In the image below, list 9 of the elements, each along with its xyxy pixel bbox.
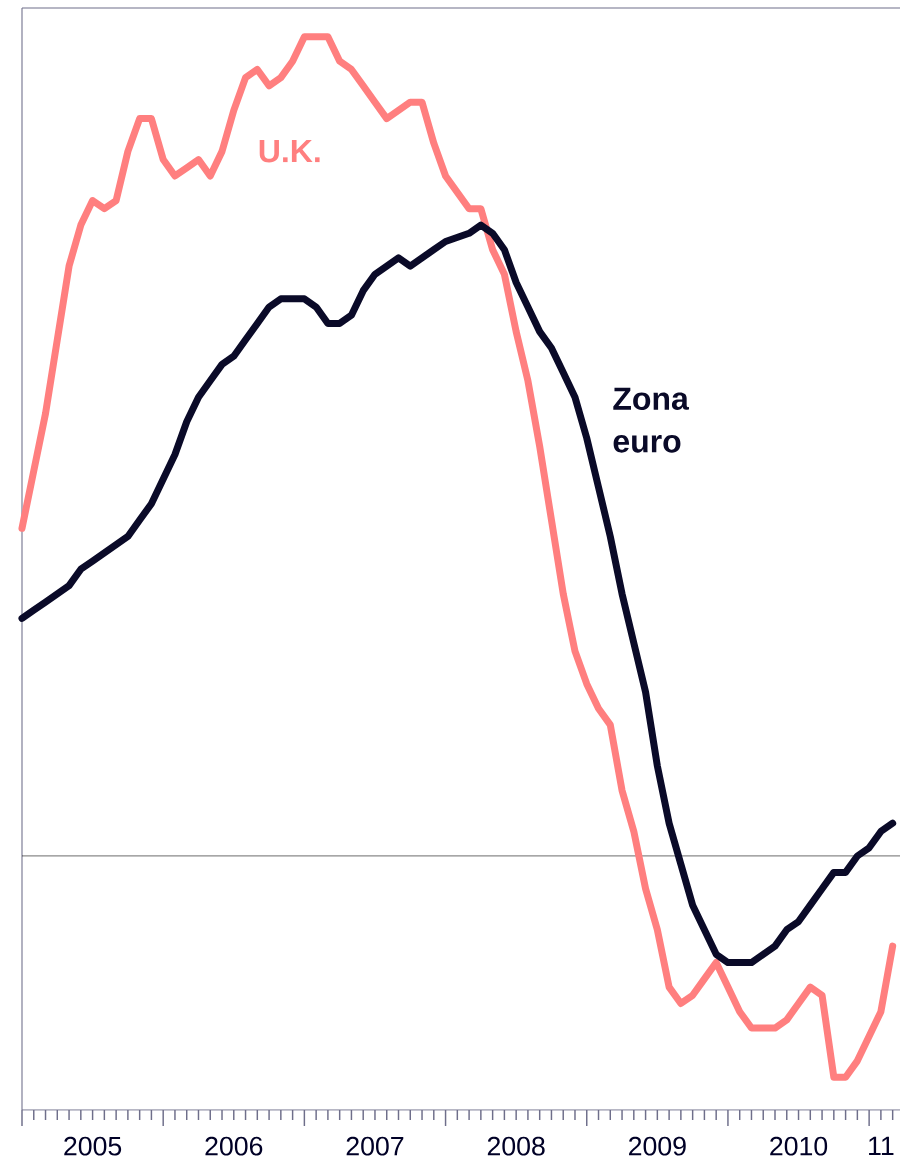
x-tick-label: 2005 <box>64 1136 122 1156</box>
x-tick-label: 2007 <box>346 1136 404 1156</box>
x-tick-label: 2009 <box>629 1136 686 1156</box>
series-label: U.K. <box>259 140 320 163</box>
x-tick-label: 11 <box>869 1136 894 1156</box>
x-tick-label: 2006 <box>205 1136 263 1156</box>
series-label: Zona euro <box>613 387 690 453</box>
x-tick-label: 2010 <box>770 1136 828 1156</box>
x-tick-label: 2008 <box>487 1136 545 1156</box>
